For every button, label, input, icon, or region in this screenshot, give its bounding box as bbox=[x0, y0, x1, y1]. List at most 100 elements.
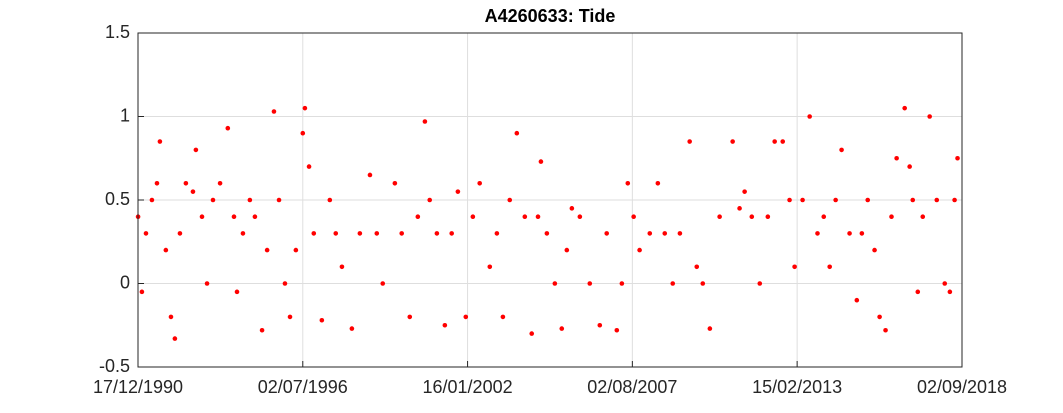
point bbox=[907, 164, 912, 169]
point bbox=[854, 297, 860, 303]
point bbox=[193, 147, 199, 153]
point bbox=[470, 214, 476, 219]
point bbox=[700, 281, 706, 286]
point bbox=[271, 109, 277, 114]
point bbox=[507, 197, 513, 203]
point bbox=[757, 281, 763, 286]
x-tick-label: 02/09/2018 bbox=[917, 377, 1007, 397]
point bbox=[597, 322, 603, 328]
point bbox=[477, 181, 482, 186]
point bbox=[865, 197, 871, 203]
point bbox=[730, 139, 735, 144]
point bbox=[780, 139, 786, 144]
point bbox=[765, 214, 771, 219]
point bbox=[392, 181, 398, 186]
point bbox=[670, 281, 676, 286]
point bbox=[210, 197, 216, 203]
point bbox=[833, 197, 838, 203]
point bbox=[157, 139, 163, 144]
point bbox=[333, 231, 339, 236]
point bbox=[327, 197, 333, 203]
point bbox=[177, 231, 183, 236]
point bbox=[240, 231, 246, 236]
point bbox=[737, 206, 742, 211]
point bbox=[199, 214, 205, 219]
point bbox=[190, 189, 196, 194]
y-tick-label: 1 bbox=[120, 105, 130, 125]
x-tick-label: 17/12/1990 bbox=[93, 377, 183, 397]
point bbox=[839, 147, 844, 153]
point bbox=[619, 281, 625, 286]
point bbox=[225, 125, 231, 131]
point bbox=[815, 231, 820, 236]
y-tick-label: 0.5 bbox=[105, 189, 130, 209]
point bbox=[487, 264, 493, 270]
point bbox=[217, 181, 223, 186]
point bbox=[687, 139, 692, 144]
point bbox=[538, 159, 544, 164]
point bbox=[374, 231, 380, 236]
point bbox=[902, 105, 907, 111]
point bbox=[319, 317, 325, 323]
point bbox=[449, 231, 454, 236]
point bbox=[707, 326, 713, 331]
point bbox=[434, 231, 440, 236]
point bbox=[859, 231, 865, 236]
point bbox=[604, 231, 610, 236]
point bbox=[415, 214, 421, 219]
point bbox=[827, 264, 833, 270]
point bbox=[154, 181, 160, 186]
point bbox=[339, 264, 345, 270]
point bbox=[139, 289, 145, 295]
point bbox=[631, 214, 636, 219]
point bbox=[264, 247, 270, 253]
point bbox=[877, 314, 882, 320]
point bbox=[792, 264, 797, 270]
point bbox=[915, 289, 921, 295]
point bbox=[259, 327, 265, 333]
point bbox=[287, 314, 293, 320]
point bbox=[529, 331, 535, 336]
point bbox=[717, 214, 722, 219]
point bbox=[947, 289, 953, 295]
point bbox=[772, 139, 777, 144]
point bbox=[920, 214, 926, 219]
point bbox=[306, 164, 312, 169]
point bbox=[282, 281, 288, 286]
point bbox=[500, 314, 506, 320]
point bbox=[800, 197, 805, 203]
point bbox=[522, 214, 528, 219]
point bbox=[231, 214, 237, 219]
point bbox=[172, 336, 178, 341]
point bbox=[577, 214, 583, 219]
y-tick-label: -0.5 bbox=[99, 356, 130, 376]
point bbox=[311, 231, 317, 236]
point bbox=[614, 327, 620, 333]
point bbox=[163, 247, 169, 253]
point bbox=[910, 197, 916, 203]
point bbox=[407, 314, 413, 320]
point bbox=[143, 231, 149, 236]
x-tick-label: 02/07/1996 bbox=[258, 377, 348, 397]
point bbox=[569, 206, 575, 211]
point bbox=[399, 231, 405, 236]
x-tick-label: 02/08/2007 bbox=[587, 377, 677, 397]
point bbox=[234, 289, 240, 295]
point bbox=[655, 181, 661, 186]
point bbox=[807, 114, 812, 119]
point bbox=[252, 214, 258, 219]
point bbox=[300, 130, 306, 136]
point bbox=[168, 314, 174, 320]
point bbox=[367, 172, 373, 178]
point bbox=[149, 197, 155, 203]
point bbox=[942, 281, 948, 286]
point bbox=[514, 130, 520, 136]
point bbox=[787, 197, 792, 203]
point bbox=[183, 181, 189, 186]
point bbox=[587, 281, 593, 286]
y-tick-label: 0 bbox=[120, 272, 130, 292]
point bbox=[442, 322, 448, 328]
point bbox=[535, 214, 541, 219]
point bbox=[749, 214, 755, 219]
